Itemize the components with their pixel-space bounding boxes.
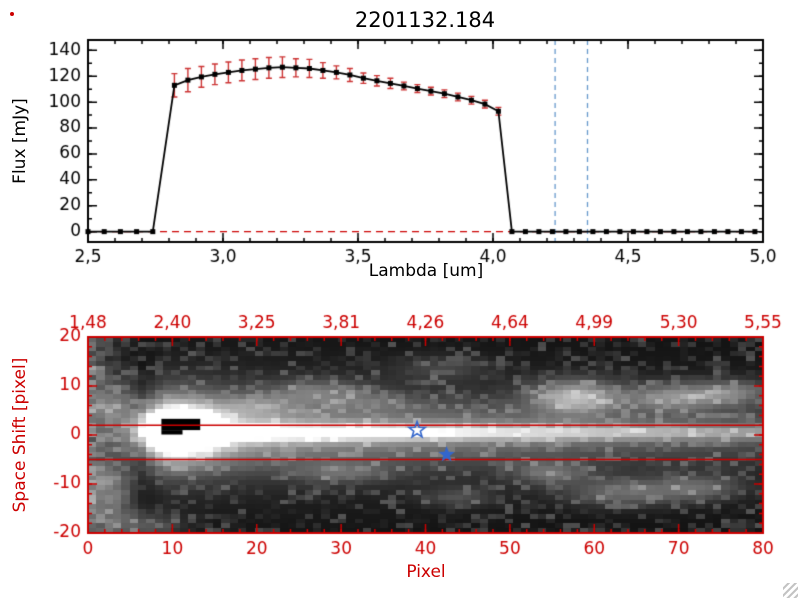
red-dot-artifact	[10, 12, 14, 16]
space-shift-axis-label: Space Shift [pixel]	[10, 357, 30, 513]
plot-title: 2201132.184	[354, 8, 496, 32]
resize-grip[interactable]	[783, 583, 798, 598]
flux-axis-label: Flux [mJy]	[10, 98, 30, 184]
lambda-axis-label: Lambda [um]	[368, 261, 484, 281]
pixel-axis-label: Pixel	[406, 562, 446, 582]
